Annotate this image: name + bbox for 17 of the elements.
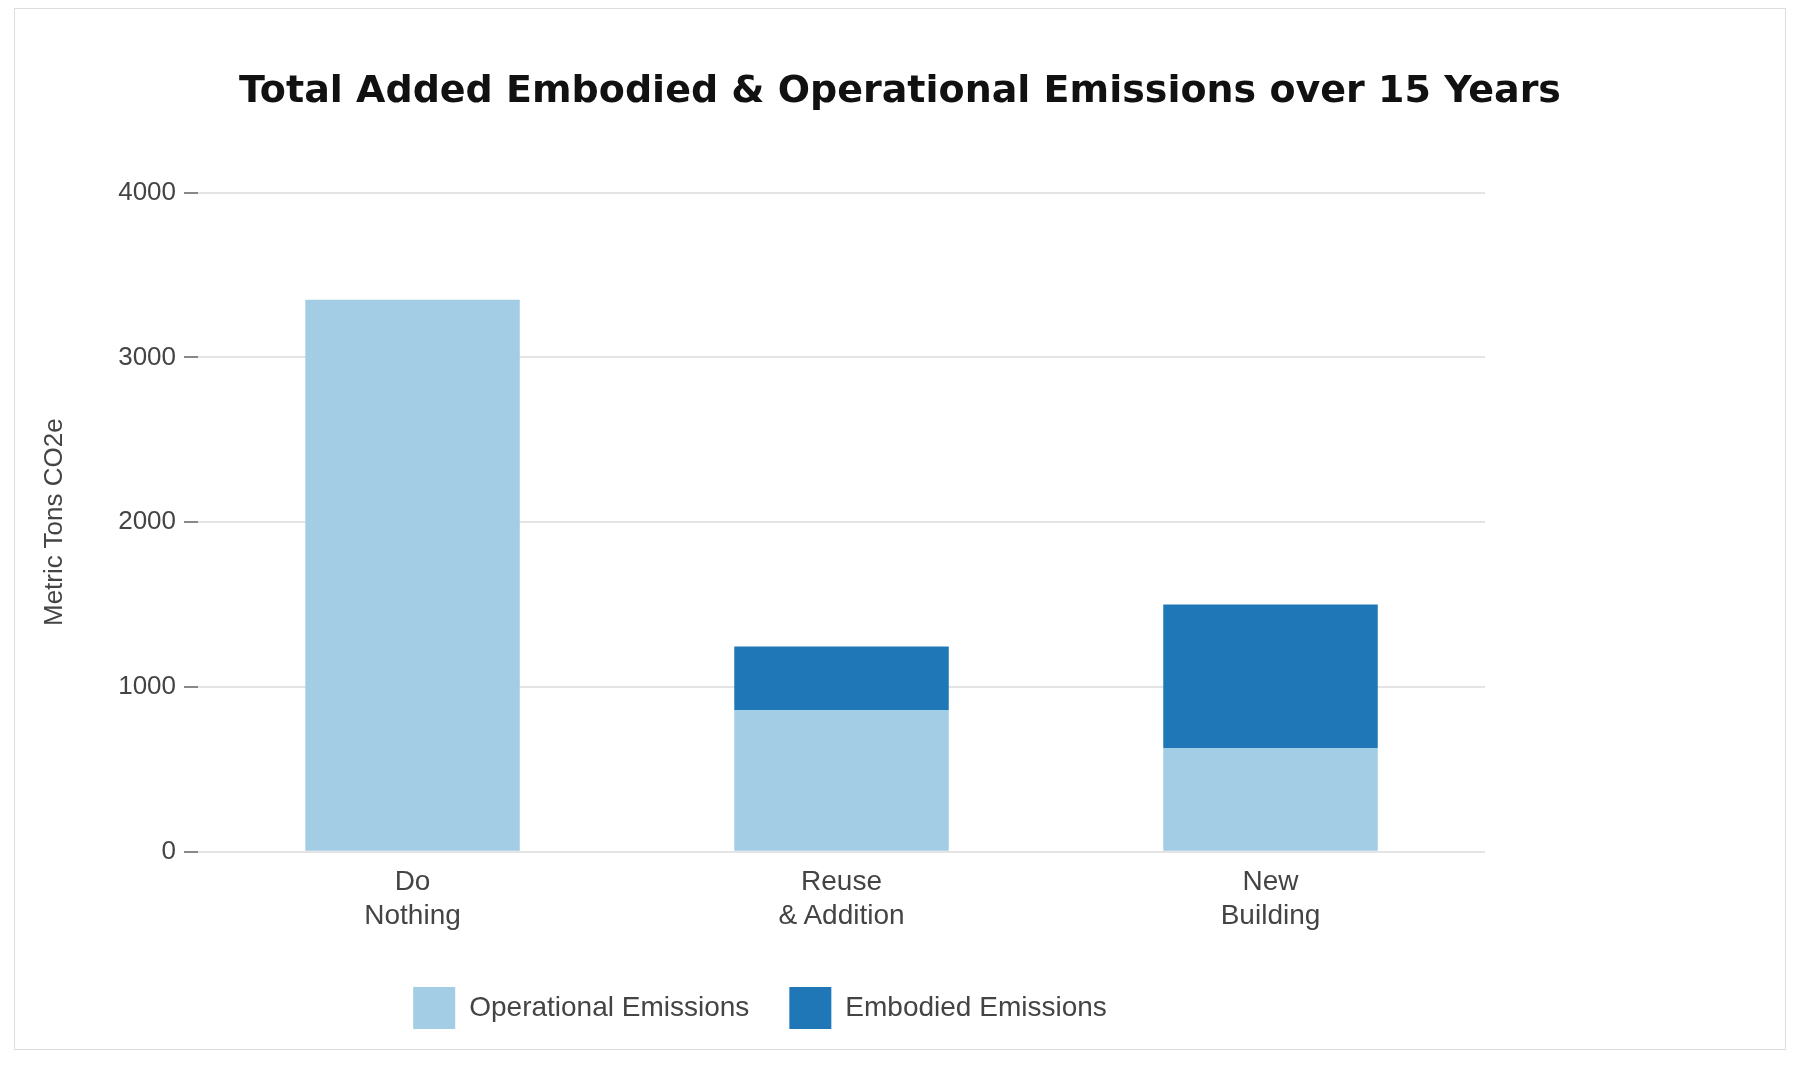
- legend-label: Embodied Emissions: [845, 990, 1107, 1022]
- bar: [305, 299, 520, 851]
- y-tick-label: 3000: [118, 340, 177, 371]
- x-tick-label: Reuse & Addition: [778, 865, 905, 930]
- y-axis-title: Metric Tons CO2e: [37, 418, 68, 626]
- x-tick-label: New Building: [1220, 865, 1321, 930]
- x-tick-label: Do Nothing: [364, 865, 461, 930]
- y-tick-label: 1000: [118, 670, 177, 701]
- bar: [734, 710, 949, 851]
- y-tick-label: 0: [161, 834, 177, 865]
- bar: [1163, 604, 1378, 748]
- bar: [734, 646, 949, 711]
- bar: [1163, 747, 1378, 851]
- chart-title: Total Added Embodied & Operational Emissions over 15 Years: [238, 67, 1562, 111]
- legend-label: Operational Emissions: [469, 990, 750, 1022]
- y-tick-label: 4000: [118, 175, 177, 206]
- y-tick-label: 2000: [118, 505, 177, 536]
